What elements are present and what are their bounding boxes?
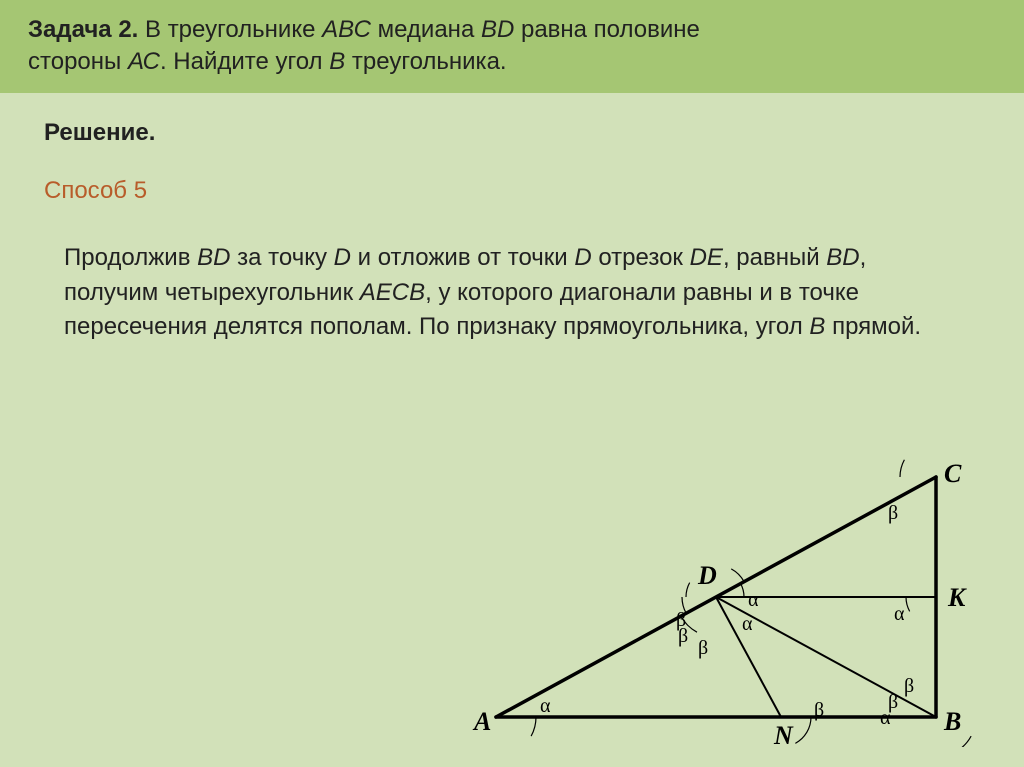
solution-title: Решение.: [44, 119, 980, 147]
angle-label: α: [894, 603, 904, 626]
angle-label: α: [742, 613, 752, 636]
angle-label: α: [540, 695, 550, 718]
header-text: медиана: [371, 16, 481, 43]
header-text: В треугольнике: [138, 16, 322, 43]
vertex-label: A: [474, 707, 491, 737]
vertex-label: B: [944, 707, 961, 737]
header-ital: АС: [128, 48, 160, 75]
header-text: . Найдите угол: [160, 48, 329, 75]
problem-header: Задача 2. В треугольнике АВС медиана ВD …: [0, 0, 1024, 93]
angle-label: β: [678, 625, 688, 648]
geometry-diagram: αβααβββαββαβABCDKN: [476, 457, 976, 747]
solution-body: Продолжив BD за точку D и отложив от точ…: [44, 241, 980, 345]
vertex-label: D: [698, 561, 717, 591]
angle-label: β: [904, 675, 914, 698]
angle-label: α: [748, 589, 758, 612]
header-text: стороны: [28, 48, 128, 75]
angle-label: α: [880, 707, 890, 730]
angle-label: β: [888, 502, 898, 525]
header-ital: АВС: [322, 16, 371, 43]
vertex-label: C: [944, 459, 961, 489]
header-text: треугольника.: [345, 48, 506, 75]
vertex-label: K: [948, 583, 965, 613]
angle-label: β: [698, 637, 708, 660]
header-ital: В: [329, 48, 345, 75]
method-title: Способ 5: [44, 177, 980, 205]
vertex-label: N: [774, 721, 793, 751]
header-ital: ВD: [481, 16, 514, 43]
task-label: Задача 2.: [28, 16, 138, 43]
header-text: равна половине: [514, 16, 700, 43]
diagram-svg: [476, 457, 976, 747]
content-area: Решение. Способ 5 Продолжив BD за точку …: [0, 93, 1024, 345]
angle-label: β: [814, 699, 824, 722]
